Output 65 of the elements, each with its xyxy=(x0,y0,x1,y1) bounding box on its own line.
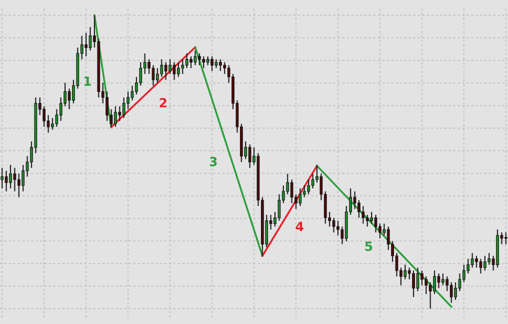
candlestick xyxy=(479,258,482,274)
candlestick xyxy=(278,194,281,222)
candlestick xyxy=(160,58,164,78)
candlestick xyxy=(488,252,491,266)
candlestick xyxy=(433,270,436,295)
candlestick xyxy=(210,56,214,72)
candlestick xyxy=(106,91,108,122)
candlestick xyxy=(336,220,340,236)
candlestick xyxy=(374,214,378,233)
candlestick xyxy=(172,62,176,80)
candlestick xyxy=(441,272,444,286)
candlestick xyxy=(437,272,440,289)
candlestick xyxy=(248,144,252,168)
candlestick xyxy=(198,52,201,66)
candlestick xyxy=(168,58,172,75)
candlestick xyxy=(358,200,360,218)
candlestick xyxy=(202,56,206,69)
candlestick xyxy=(454,282,457,300)
candlestick xyxy=(164,62,168,80)
candlestick xyxy=(122,96,126,119)
candlestick xyxy=(504,232,508,245)
candlestick xyxy=(114,106,117,128)
series-label: 5 xyxy=(365,242,372,251)
candlestick xyxy=(194,50,197,66)
series-label: 2 xyxy=(160,98,166,108)
series-label: 1 xyxy=(84,76,91,86)
candlestick xyxy=(42,106,46,128)
candlestick xyxy=(223,62,226,75)
candlestick xyxy=(4,170,8,192)
candlestick xyxy=(298,188,302,207)
candlestick xyxy=(412,270,415,298)
candlestick xyxy=(420,270,424,286)
candlestick xyxy=(218,58,222,72)
candlestick xyxy=(118,106,122,122)
candlestick xyxy=(9,164,12,189)
candlestick xyxy=(68,88,71,110)
candlestick xyxy=(17,173,20,198)
candlestick xyxy=(130,85,134,101)
candlestick xyxy=(483,255,486,272)
series-label: 3 xyxy=(210,156,217,166)
candlestick xyxy=(185,52,188,69)
candlestick xyxy=(424,276,428,295)
candlestick xyxy=(156,68,159,84)
candlestick xyxy=(190,56,192,69)
candlestick xyxy=(51,117,54,130)
candlestick xyxy=(475,255,478,268)
candlestick xyxy=(22,164,25,192)
candlestick xyxy=(307,179,310,195)
candlestick xyxy=(176,62,180,78)
candlestick xyxy=(311,173,314,189)
candlestick xyxy=(290,179,294,204)
candlestick xyxy=(84,32,88,57)
candlestick xyxy=(332,217,336,233)
candlestick xyxy=(362,205,365,224)
candlestick xyxy=(370,211,373,224)
candlestick xyxy=(13,167,16,192)
series-label: 4 xyxy=(296,222,304,231)
candlestick xyxy=(181,58,184,75)
candlestick xyxy=(366,214,369,228)
candlestick xyxy=(416,267,420,292)
candlestick xyxy=(450,282,453,304)
candlestick xyxy=(404,264,407,280)
candlestick xyxy=(470,252,474,268)
candlestick xyxy=(353,190,356,210)
candlestick xyxy=(0,167,4,189)
